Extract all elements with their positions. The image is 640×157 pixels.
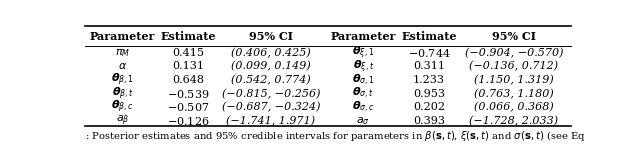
Text: $-$0.126: $-$0.126 [167, 115, 209, 127]
Text: $a_{\sigma}$: $a_{\sigma}$ [356, 115, 370, 127]
Text: $\pi_M$: $\pi_M$ [115, 47, 130, 59]
Text: (0.066, 0.368): (0.066, 0.368) [474, 102, 554, 112]
Text: (0.542, 0.774): (0.542, 0.774) [231, 75, 311, 85]
Text: $\boldsymbol{\theta}_{\beta,c}$: $\boldsymbol{\theta}_{\beta,c}$ [111, 99, 134, 115]
Text: $\boldsymbol{\theta}_{\sigma,1}$: $\boldsymbol{\theta}_{\sigma,1}$ [352, 73, 374, 88]
Text: $a_{\beta}$: $a_{\beta}$ [116, 114, 129, 128]
Text: (−0.687, −0.324): (−0.687, −0.324) [221, 102, 320, 112]
Text: (−1.741, 1.971): (−1.741, 1.971) [227, 116, 316, 126]
Text: : Posterior estimates and 95% credible intervals for parameters in $\beta(\mathb: : Posterior estimates and 95% credible i… [85, 129, 586, 143]
Text: 0.393: 0.393 [413, 116, 445, 126]
Text: 0.953: 0.953 [413, 89, 445, 99]
Text: (0.763, 1.180): (0.763, 1.180) [474, 88, 554, 99]
Text: $\boldsymbol{\theta}_{\sigma,t}$: $\boldsymbol{\theta}_{\sigma,t}$ [352, 86, 374, 101]
Text: (0.099, 0.149): (0.099, 0.149) [231, 61, 311, 72]
Text: $\alpha$: $\alpha$ [118, 61, 127, 71]
Text: 0.648: 0.648 [172, 75, 204, 85]
Text: $-$0.744: $-$0.744 [408, 47, 450, 59]
Text: $\boldsymbol{\theta}_{\xi,1}$: $\boldsymbol{\theta}_{\xi,1}$ [352, 45, 374, 61]
Text: Parameter: Parameter [330, 31, 396, 42]
Text: (1.150, 1.319): (1.150, 1.319) [474, 75, 554, 85]
Text: Parameter: Parameter [90, 31, 156, 42]
Text: $\boldsymbol{\theta}_{\beta,t}$: $\boldsymbol{\theta}_{\beta,t}$ [111, 85, 134, 102]
Text: $\boldsymbol{\theta}_{\sigma,c}$: $\boldsymbol{\theta}_{\sigma,c}$ [352, 100, 374, 115]
Text: $\boldsymbol{\theta}_{\xi,t}$: $\boldsymbol{\theta}_{\xi,t}$ [353, 58, 374, 75]
Text: Estimate: Estimate [401, 31, 456, 42]
Text: (−0.136, 0.712): (−0.136, 0.712) [469, 61, 559, 72]
Text: 95% CI: 95% CI [249, 31, 293, 42]
Text: Estimate: Estimate [161, 31, 216, 42]
Text: $-$0.507: $-$0.507 [167, 101, 209, 113]
Text: (−0.904, −0.570): (−0.904, −0.570) [465, 48, 563, 58]
Text: 1.233: 1.233 [413, 75, 445, 85]
Text: 0.131: 0.131 [172, 61, 204, 71]
Text: 95% CI: 95% CI [492, 31, 536, 42]
Text: 0.311: 0.311 [413, 61, 445, 71]
Text: 0.415: 0.415 [172, 48, 204, 58]
Text: $-$0.539: $-$0.539 [167, 88, 209, 100]
Text: (0.406, 0.425): (0.406, 0.425) [231, 48, 311, 58]
Text: 0.202: 0.202 [413, 102, 445, 112]
Text: $\boldsymbol{\theta}_{\beta,1}$: $\boldsymbol{\theta}_{\beta,1}$ [111, 72, 134, 88]
Text: (−1.728, 2.033): (−1.728, 2.033) [469, 116, 559, 126]
Text: (−0.815, −0.256): (−0.815, −0.256) [221, 88, 320, 99]
